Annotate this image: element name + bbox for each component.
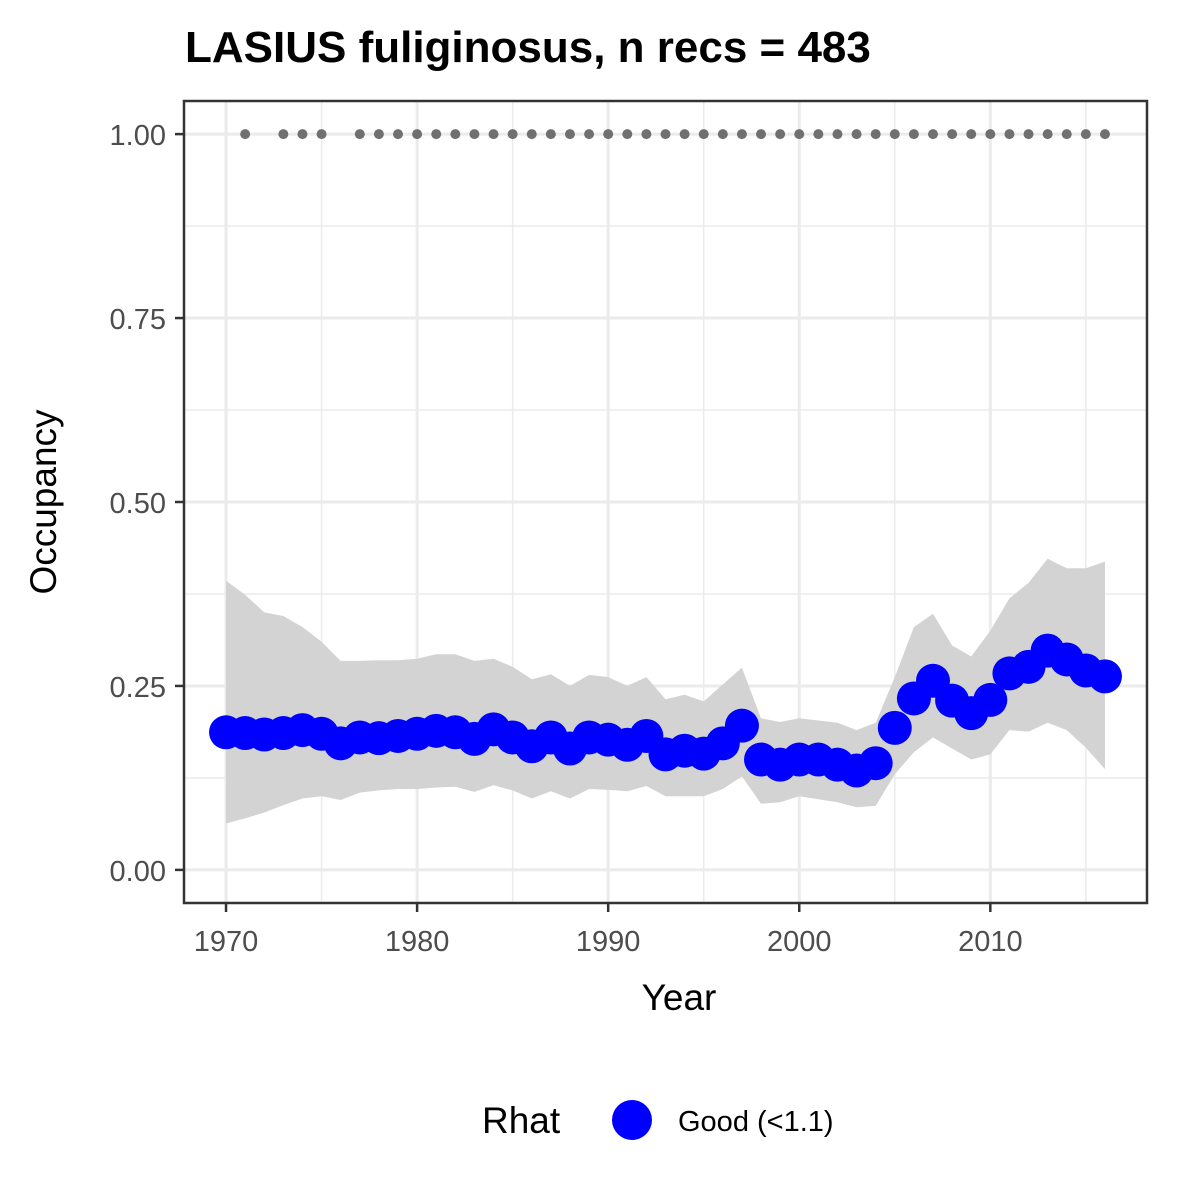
record-dot [660, 129, 671, 140]
legend-key-good [612, 1100, 652, 1140]
record-dot [1099, 129, 1110, 140]
record-dot [641, 129, 652, 140]
record-dot [908, 129, 919, 140]
record-dot [851, 129, 862, 140]
record-dot [450, 129, 461, 140]
record-dot [717, 129, 728, 140]
record-dot [1061, 129, 1072, 140]
record-dot [297, 129, 308, 140]
record-dot [431, 129, 442, 140]
record-dot [736, 129, 747, 140]
occupancy-points-layer [209, 633, 1122, 788]
record-dot [622, 129, 633, 140]
record-dot [584, 129, 595, 140]
record-dot [240, 129, 251, 140]
record-dot [412, 129, 423, 140]
record-dot [947, 129, 958, 140]
y-tick-label: 0.50 [110, 488, 166, 520]
y-tick-label: 1.00 [110, 120, 166, 152]
record-dot [545, 129, 556, 140]
record-dot [1042, 129, 1053, 140]
y-axis-title: Occupancy [23, 409, 64, 595]
record-dot [832, 129, 843, 140]
record-dot [775, 129, 786, 140]
y-tick-label: 0.75 [110, 304, 166, 336]
legend: Rhat Good (<1.1) [482, 1100, 834, 1141]
record-dot [278, 129, 289, 140]
x-axis: 1970 1980 1990 2000 2010 [194, 903, 1023, 958]
record-dot [526, 129, 537, 140]
record-dots-layer [240, 129, 1110, 140]
plot-panel [182, 99, 1149, 905]
occupancy-point [858, 746, 893, 781]
occupancy-point [973, 682, 1008, 717]
y-axis: 0.00 0.25 0.50 0.75 1.00 [110, 120, 184, 888]
legend-title: Rhat [482, 1100, 561, 1141]
y-tick-label: 0.25 [110, 672, 166, 704]
record-dot [679, 129, 690, 140]
record-dot [373, 129, 384, 140]
x-axis-title: Year [642, 977, 717, 1018]
legend-label-good: Good (<1.1) [678, 1106, 834, 1138]
record-dot [469, 129, 480, 140]
occupancy-point [724, 708, 759, 743]
record-dot [564, 129, 575, 140]
x-tick-label: 2010 [958, 926, 1023, 958]
record-dot [928, 129, 938, 140]
record-dot [756, 129, 767, 140]
record-dot [794, 129, 805, 140]
record-dot [316, 129, 327, 140]
record-dot [603, 129, 614, 140]
record-dot [488, 129, 499, 140]
record-dot [870, 129, 881, 140]
record-dot [698, 129, 709, 140]
chart-title: LASIUS fuliginosus, n recs = 483 [185, 23, 871, 72]
x-tick-label: 2000 [767, 926, 832, 958]
record-dot [966, 129, 977, 140]
record-dot [393, 129, 403, 140]
y-tick-label: 0.00 [110, 856, 166, 888]
record-dot [1004, 129, 1015, 140]
record-dot [354, 129, 365, 140]
record-dot [1023, 129, 1034, 140]
record-dot [507, 129, 518, 140]
record-dot [813, 129, 824, 140]
record-dot [985, 129, 996, 140]
x-tick-label: 1980 [385, 926, 450, 958]
occupancy-point [877, 710, 912, 745]
record-dot [889, 129, 900, 140]
record-dot [1080, 129, 1091, 140]
x-tick-label: 1970 [194, 926, 259, 958]
occupancy-point [1087, 659, 1122, 694]
x-tick-label: 1990 [576, 926, 641, 958]
